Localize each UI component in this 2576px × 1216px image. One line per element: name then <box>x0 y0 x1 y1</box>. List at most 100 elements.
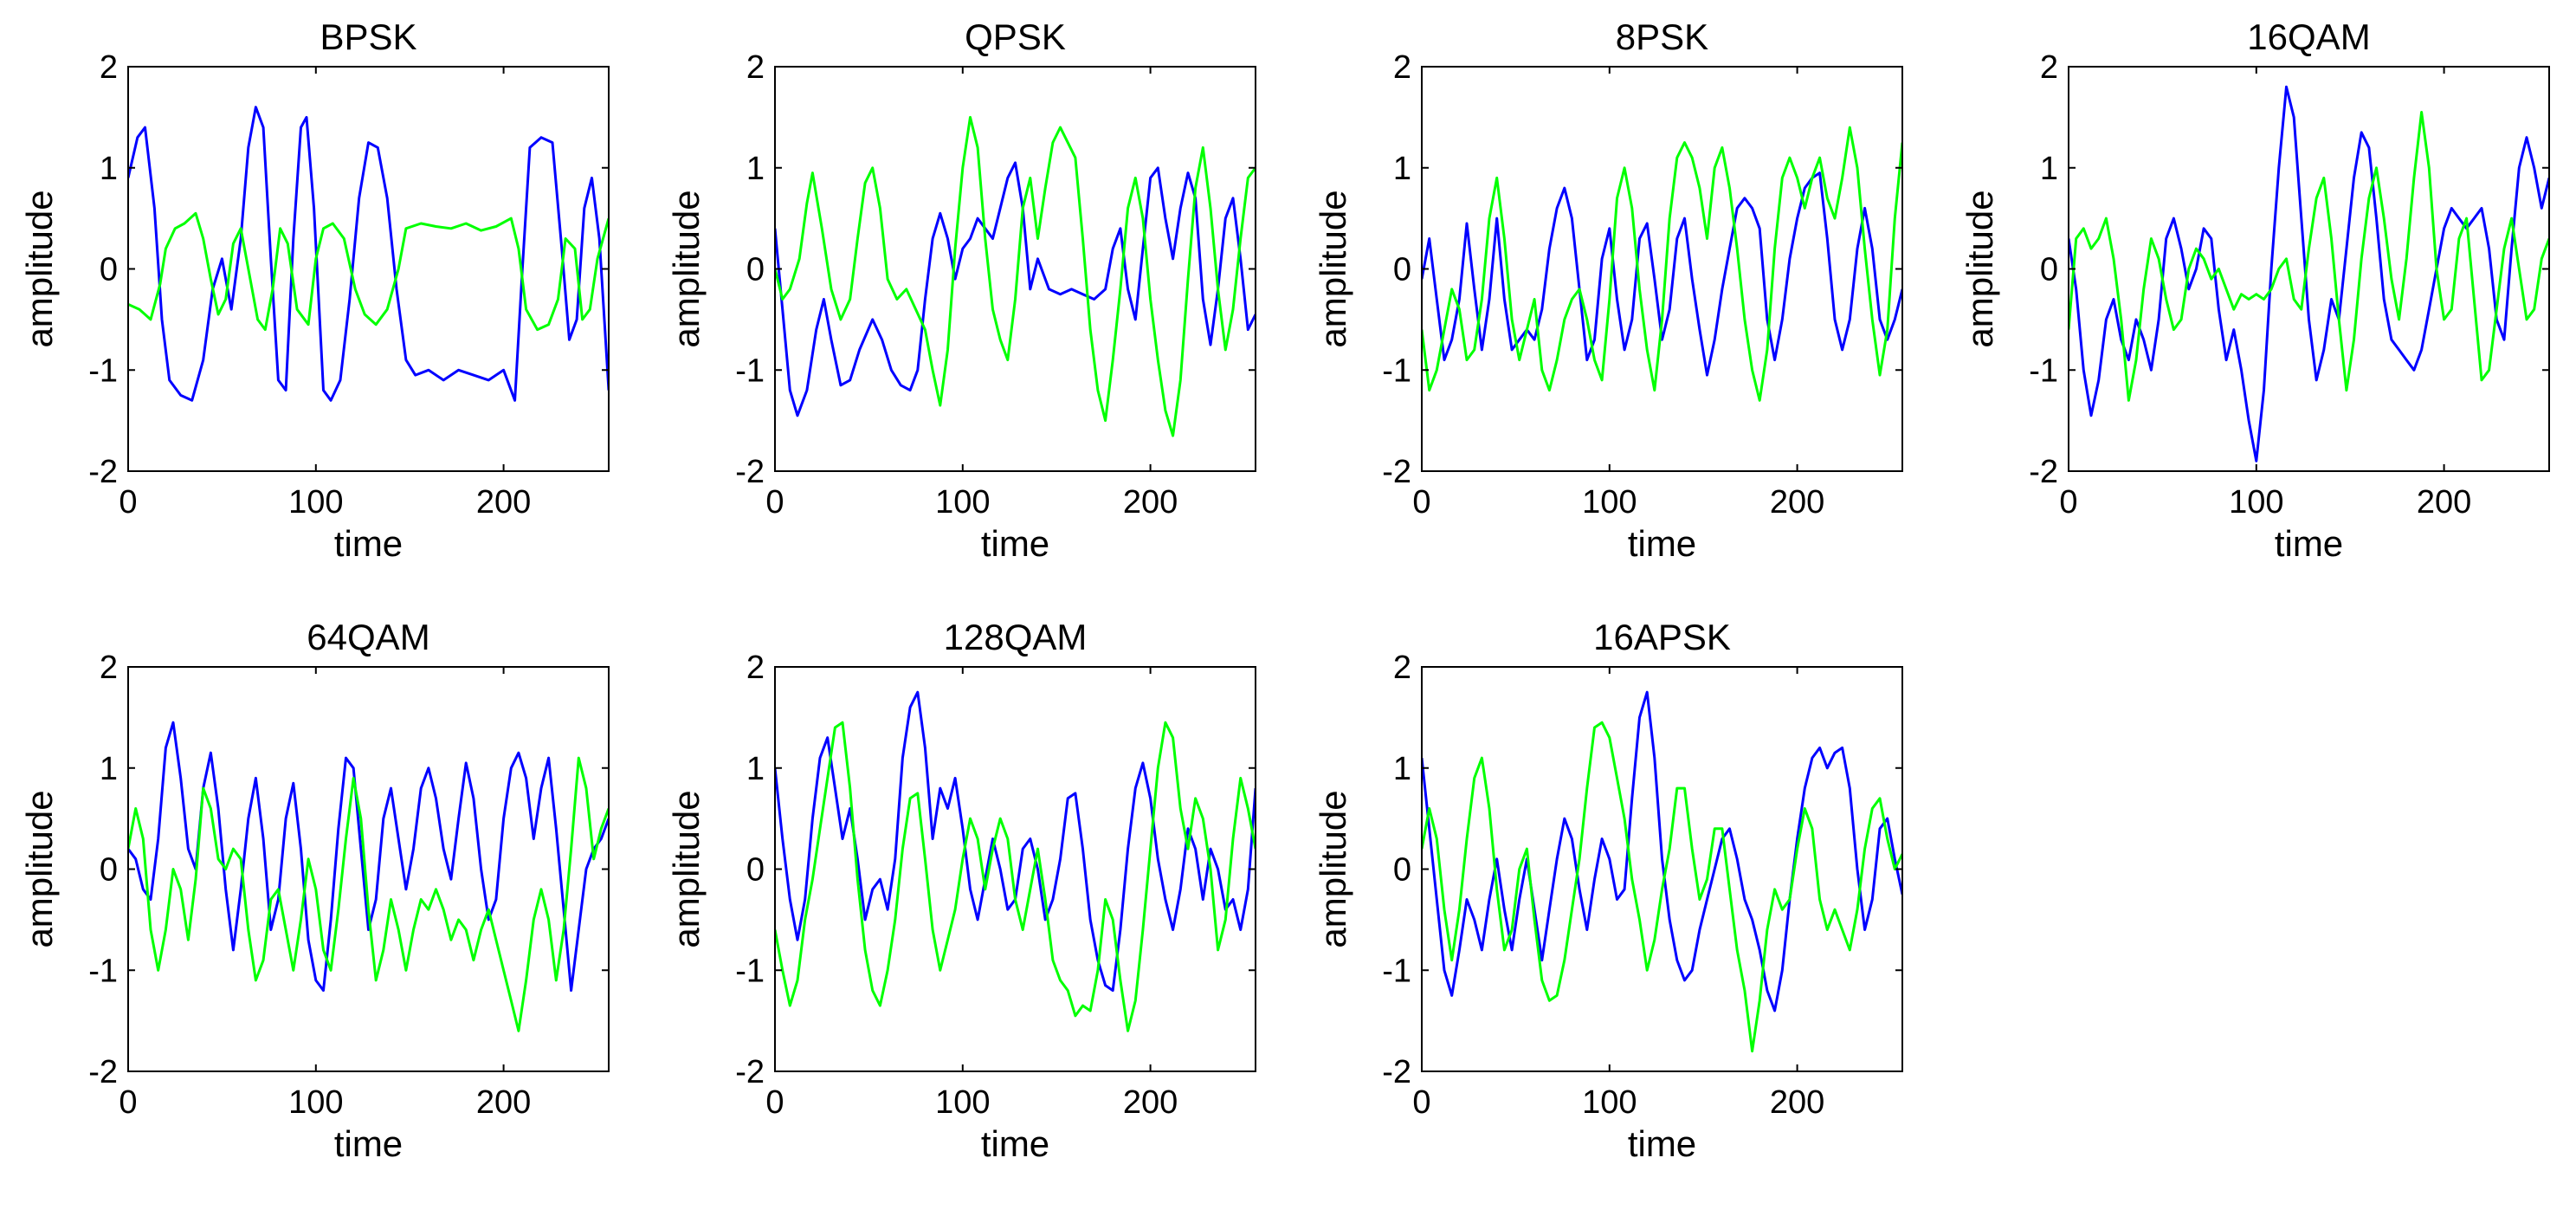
series-line-in-phase <box>775 690 1256 993</box>
x-tick-label: 0 <box>1412 1084 1430 1121</box>
subplot-64qam: 64QAM -2 -1 0 1 2 0 100 200 time amplitude <box>19 617 610 1164</box>
axes-box <box>774 66 1256 472</box>
y-tick-label: 2 <box>746 650 765 686</box>
series-line-in-phase <box>2069 85 2549 462</box>
plot-title: 8PSK <box>1616 16 1708 57</box>
x-axis-label: time <box>1628 1123 1696 1164</box>
x-tick-label: 100 <box>1582 1084 1637 1121</box>
x-tick-label: 100 <box>288 484 343 521</box>
y-tick-label: -1 <box>735 953 765 989</box>
x-axis-label: time <box>334 1123 403 1164</box>
y-tick-label: 2 <box>746 49 765 86</box>
y-tick-label: 0 <box>1393 852 1411 889</box>
series-line-quadrature <box>128 756 609 1032</box>
x-tick-label: 100 <box>1582 484 1637 521</box>
x-axis-label: time <box>1628 523 1696 564</box>
y-tick-label: -2 <box>2029 454 2058 490</box>
y-tick-label: -2 <box>1382 1054 1411 1090</box>
x-tick-label: 100 <box>935 484 990 521</box>
y-tick-label: 1 <box>746 151 765 187</box>
y-tick-label: -2 <box>88 1054 118 1090</box>
y-tick-label: 1 <box>100 151 118 187</box>
x-tick-label: 0 <box>765 1084 784 1121</box>
axes-box <box>127 66 610 472</box>
x-tick-label: 0 <box>119 1084 137 1121</box>
x-tick-label: 200 <box>476 1084 531 1121</box>
plot-title: QPSK <box>965 16 1066 57</box>
y-tick-label: 0 <box>746 252 765 288</box>
series-line-quadrature <box>775 721 1256 1032</box>
y-tick-label: 0 <box>1393 252 1411 288</box>
series-line-quadrature <box>775 115 1256 437</box>
subplot-bpsk: BPSK -2 -1 0 1 2 0 100 200 time amplitude <box>19 16 610 564</box>
y-tick-label: -1 <box>88 353 118 389</box>
x-tick-label: 200 <box>1123 484 1178 521</box>
subplot-128qam: 128QAM -2 -1 0 1 2 0 100 200 time amplitude <box>666 617 1256 1164</box>
y-tick-label: 1 <box>100 751 118 787</box>
y-tick-label: 0 <box>2040 252 2058 288</box>
x-tick-label: 200 <box>1123 1084 1178 1121</box>
plot-title: BPSK <box>320 16 416 57</box>
x-tick-label: 100 <box>2229 484 2283 521</box>
y-axis-label: amplitude <box>19 790 60 948</box>
y-tick-label: 0 <box>100 852 118 889</box>
subplot-16apsk: 16APSK -2 -1 0 1 2 0 100 200 time amplitude <box>1313 617 1903 1164</box>
x-axis-label: time <box>334 523 403 564</box>
y-tick-label: -2 <box>88 454 118 490</box>
y-tick-label: 1 <box>746 751 765 787</box>
series-line-in-phase <box>128 721 609 993</box>
y-axis-label: amplitude <box>666 190 707 347</box>
subplot-16qam: 16QAM -2 -1 0 1 2 0 100 200 time amplitude <box>1959 16 2550 564</box>
y-tick-label: 1 <box>2040 151 2058 187</box>
y-tick-label: 2 <box>2040 49 2058 86</box>
x-axis-label: time <box>981 523 1049 564</box>
y-tick-label: 2 <box>100 650 118 686</box>
plot-title: 16APSK <box>1593 617 1731 657</box>
series-line-quadrature <box>1422 126 1902 402</box>
subplot-8psk: 8PSK -2 -1 0 1 2 0 100 200 time amplitude <box>1313 16 1903 564</box>
series-line-quadrature <box>128 211 609 332</box>
series-line-in-phase <box>128 106 609 402</box>
y-tick-label: -2 <box>1382 454 1411 490</box>
x-tick-label: 100 <box>288 1084 343 1121</box>
y-tick-label: 0 <box>100 252 118 288</box>
plot-title: 128QAM <box>944 617 1088 657</box>
plot-title: 16QAM <box>2247 16 2370 57</box>
y-tick-label: -2 <box>735 1054 765 1090</box>
y-axis-label: amplitude <box>1313 190 1353 347</box>
x-tick-label: 0 <box>2059 484 2077 521</box>
axes-box <box>2068 66 2550 472</box>
y-tick-label: 1 <box>1393 151 1411 187</box>
y-axis-label: amplitude <box>1959 190 2000 347</box>
x-tick-label: 0 <box>765 484 784 521</box>
y-tick-label: 2 <box>1393 49 1411 86</box>
x-tick-label: 200 <box>476 484 531 521</box>
y-axis-label: amplitude <box>1313 790 1353 948</box>
x-tick-label: 200 <box>1770 484 1824 521</box>
series-line-quadrature <box>2069 111 2549 402</box>
y-tick-label: -1 <box>88 953 118 989</box>
y-tick-label: 2 <box>1393 650 1411 686</box>
y-tick-label: -2 <box>735 454 765 490</box>
x-axis-label: time <box>981 1123 1049 1164</box>
axes-box <box>127 666 610 1072</box>
series-line-in-phase <box>1422 171 1902 377</box>
series-line-in-phase <box>1422 690 1902 1012</box>
subplot-qpsk: QPSK -2 -1 0 1 2 0 100 200 time amplitude <box>666 16 1256 564</box>
y-tick-label: 0 <box>746 852 765 889</box>
series-line-in-phase <box>775 161 1256 417</box>
y-tick-label: -1 <box>735 353 765 389</box>
y-axis-label: amplitude <box>19 190 60 347</box>
x-tick-label: 0 <box>1412 484 1430 521</box>
x-tick-label: 200 <box>2417 484 2471 521</box>
series-line-quadrature <box>1422 721 1902 1053</box>
y-tick-label: -1 <box>1382 353 1411 389</box>
plot-title: 64QAM <box>307 617 429 657</box>
y-tick-label: -1 <box>2029 353 2058 389</box>
x-tick-label: 100 <box>935 1084 990 1121</box>
y-axis-label: amplitude <box>666 790 707 948</box>
x-tick-label: 200 <box>1770 1084 1824 1121</box>
x-axis-label: time <box>2275 523 2343 564</box>
y-tick-label: 2 <box>100 49 118 86</box>
